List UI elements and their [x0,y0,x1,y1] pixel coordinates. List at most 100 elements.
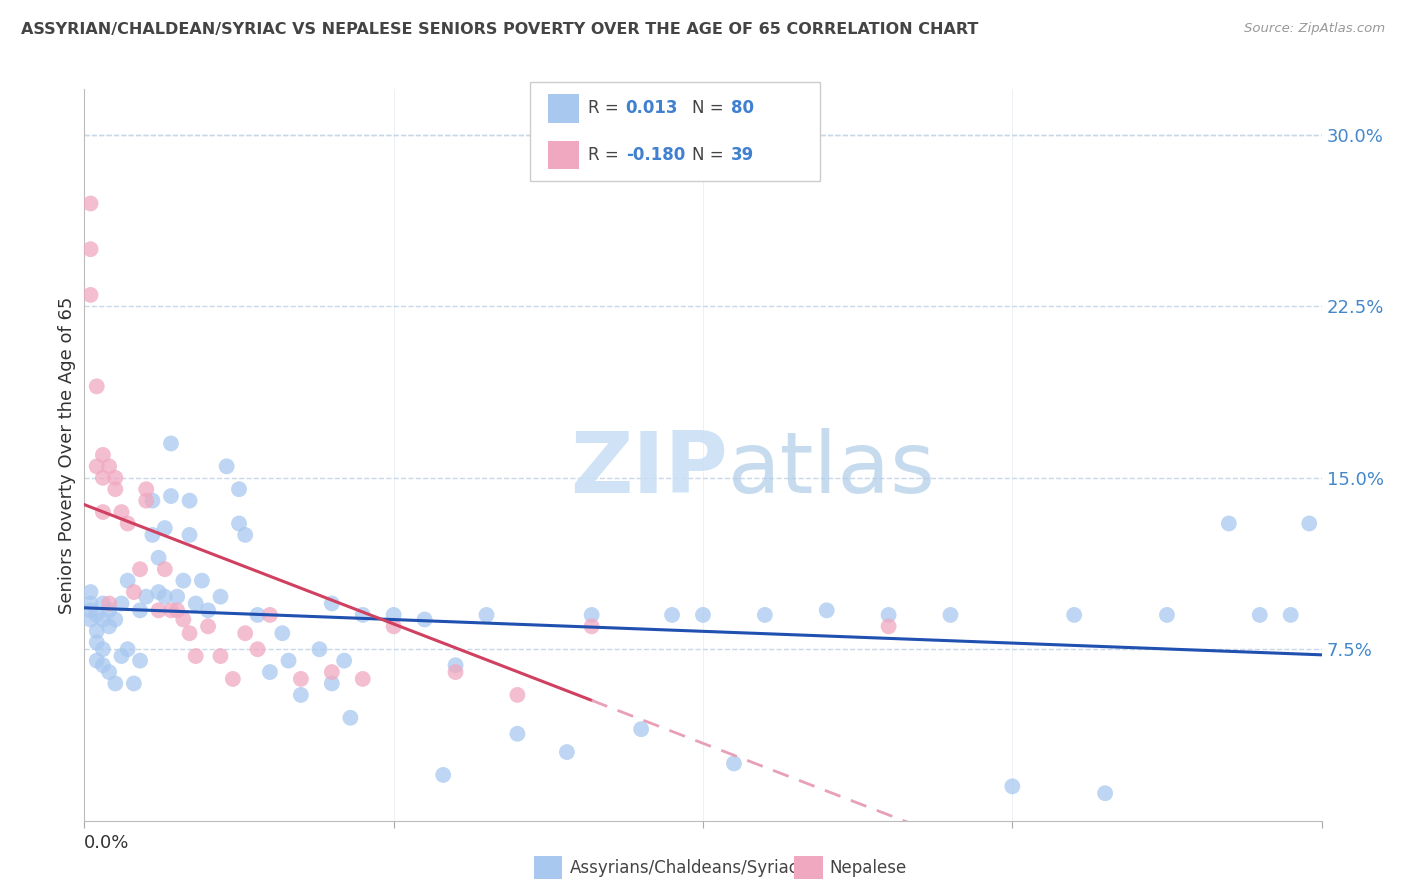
Point [110,649,132,664]
Text: R =: R = [588,99,624,118]
Point [277,654,299,668]
Point [271,626,294,640]
Point [1249,607,1271,622]
Point [506,688,529,702]
Point [1001,780,1024,794]
Point [321,676,343,690]
Point [79,196,101,211]
Point [91,448,114,462]
Point [98,597,121,611]
Point [91,471,114,485]
Point [815,603,838,617]
Y-axis label: Seniors Poverty Over the Age of 65: Seniors Poverty Over the Age of 65 [58,296,76,614]
Point [172,613,194,627]
Point [1298,516,1320,531]
Point [110,597,132,611]
Point [104,482,127,496]
Point [1218,516,1240,531]
Point [79,585,101,599]
Point [104,676,127,690]
Point [339,711,361,725]
Point [91,642,114,657]
Point [246,642,269,657]
Point [321,597,343,611]
Point [166,590,188,604]
Point [129,562,152,576]
Point [352,672,374,686]
Point [122,676,145,690]
Point [233,528,256,542]
Text: R =: R = [588,146,624,164]
Point [104,471,127,485]
Point [290,688,312,702]
Point [91,505,114,519]
Point [581,619,603,633]
Text: ZIP: ZIP [569,428,728,511]
Point [723,756,745,771]
Point [117,574,139,588]
Point [228,516,250,531]
Point [86,459,108,474]
Point [179,528,201,542]
Point [877,619,900,633]
Point [179,626,201,640]
Text: Source: ZipAtlas.com: Source: ZipAtlas.com [1244,22,1385,36]
Point [475,607,498,622]
Point [630,723,652,737]
Point [91,613,114,627]
Point [110,505,132,519]
Point [79,242,101,256]
Point [209,590,232,604]
Point [1063,607,1085,622]
Text: Nepalese: Nepalese [830,859,907,877]
Point [86,654,108,668]
Point [166,603,188,617]
Point [98,459,121,474]
Point [197,603,219,617]
Point [160,603,183,617]
Point [555,745,578,759]
Point [122,585,145,599]
Point [98,603,121,617]
Point [939,607,962,622]
Point [228,482,250,496]
Point [444,665,467,679]
Point [98,619,121,633]
Point [382,619,405,633]
Text: N =: N = [692,146,728,164]
Point [86,379,108,393]
Point [79,288,101,302]
Text: 80: 80 [731,99,754,118]
Point [506,727,529,741]
Point [79,613,101,627]
Point [86,624,108,638]
Point [184,649,207,664]
Point [246,607,269,622]
Point [581,607,603,622]
Point [153,590,176,604]
Point [259,607,281,622]
Point [104,613,127,627]
Point [191,574,214,588]
Point [86,607,108,622]
Point [444,658,467,673]
Point [135,590,157,604]
Text: 39: 39 [731,146,755,164]
Text: Assyrians/Chaldeans/Syriacs: Assyrians/Chaldeans/Syriacs [569,859,807,877]
Point [148,603,170,617]
Point [117,642,139,657]
Point [290,672,312,686]
Point [352,607,374,622]
Point [141,493,163,508]
Point [153,562,176,576]
Point [233,626,256,640]
Point [179,493,201,508]
Point [148,550,170,565]
Point [1156,607,1178,622]
Point [432,768,454,782]
Text: ASSYRIAN/CHALDEAN/SYRIAC VS NEPALESE SENIORS POVERTY OVER THE AGE OF 65 CORRELAT: ASSYRIAN/CHALDEAN/SYRIAC VS NEPALESE SEN… [21,22,979,37]
Point [692,607,714,622]
Text: -0.180: -0.180 [626,146,685,164]
Point [215,459,238,474]
Point [197,619,219,633]
